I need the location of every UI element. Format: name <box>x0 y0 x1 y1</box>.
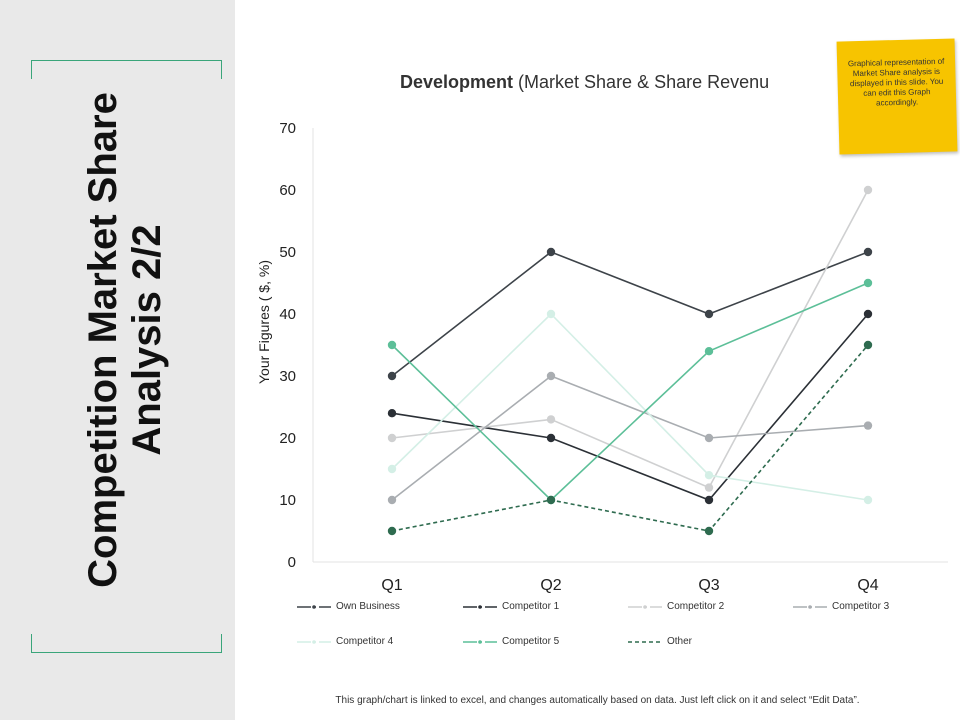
y-tick-label: 40 <box>279 306 296 323</box>
legend-swatch <box>463 639 497 644</box>
chart-title: Development (Market Share & Share Revenu <box>400 72 769 93</box>
series-point[interactable] <box>387 495 397 505</box>
sticky-note: Graphical representation of Market Share… <box>836 38 958 155</box>
series-point[interactable] <box>863 247 873 257</box>
series-point[interactable] <box>704 483 714 492</box>
series-point[interactable] <box>704 526 714 536</box>
series-point[interactable] <box>546 309 556 319</box>
series-line[interactable] <box>391 344 869 532</box>
legend-swatch <box>628 640 662 643</box>
series-point[interactable] <box>546 495 556 505</box>
footer-note: This graph/chart is linked to excel, and… <box>335 695 860 706</box>
series-point[interactable] <box>387 464 397 474</box>
series-point[interactable] <box>387 340 397 350</box>
legend-label: Competitor 3 <box>832 601 890 612</box>
series-line[interactable] <box>391 312 869 501</box>
y-tick-label: 70 <box>279 120 296 137</box>
bracket-bottom <box>31 634 222 653</box>
legend-label: Other <box>667 636 693 647</box>
legend-item[interactable]: Competitor 3 <box>792 601 889 612</box>
y-tick-label: 0 <box>288 554 296 571</box>
legend-swatch <box>463 604 497 609</box>
series-line[interactable] <box>391 189 869 489</box>
series-point[interactable] <box>546 415 556 424</box>
y-tick-label: 10 <box>279 492 296 509</box>
series-point[interactable] <box>704 495 714 505</box>
title-sidebar: Competition Market Share Analysis 2/2 <box>0 0 235 720</box>
legend-swatch <box>297 639 331 644</box>
series-line[interactable] <box>391 251 869 377</box>
legend-item[interactable]: Other <box>627 636 692 647</box>
legend-label: Own Business <box>336 601 400 612</box>
legend-item[interactable]: Competitor 5 <box>462 636 559 647</box>
series-point[interactable] <box>863 340 873 350</box>
series-line[interactable] <box>391 375 869 501</box>
series-point[interactable] <box>387 371 397 381</box>
series-point[interactable] <box>387 433 397 443</box>
legend-swatch <box>793 604 827 609</box>
bracket-top <box>31 60 222 79</box>
y-tick-label: 60 <box>279 182 296 199</box>
series-point[interactable] <box>863 309 873 319</box>
legend-label: Competitor 2 <box>667 601 725 612</box>
legend-label: Competitor 4 <box>336 636 394 647</box>
series-point[interactable] <box>863 421 873 430</box>
legend-swatch <box>297 604 331 609</box>
series-point[interactable] <box>863 278 873 288</box>
series-line[interactable] <box>391 282 869 502</box>
legend-swatch <box>628 604 662 609</box>
series-point[interactable] <box>387 409 397 418</box>
legend-item[interactable]: Competitor 1 <box>462 601 559 612</box>
x-tick-label: Q4 <box>857 577 878 594</box>
y-tick-label: 30 <box>279 368 296 385</box>
series-point[interactable] <box>546 371 556 381</box>
y-tick-label: 50 <box>279 244 296 261</box>
series-point[interactable] <box>387 526 397 536</box>
legend-label: Competitor 5 <box>502 636 560 647</box>
legend-item[interactable]: Competitor 4 <box>296 636 393 647</box>
series-point[interactable] <box>863 185 873 195</box>
series-point[interactable] <box>704 471 714 480</box>
series-point[interactable] <box>863 495 873 505</box>
series-point[interactable] <box>704 347 714 356</box>
x-tick-label: Q2 <box>540 577 561 594</box>
x-tick-label: Q3 <box>698 577 719 594</box>
series-point[interactable] <box>546 247 556 257</box>
legend-label: Competitor 1 <box>502 601 560 612</box>
series-line[interactable] <box>391 313 869 501</box>
legend-item[interactable]: Own Business <box>296 601 400 612</box>
y-tick-label: 20 <box>279 430 296 447</box>
chart-title-bold: Development <box>400 72 514 92</box>
legend-item[interactable]: Competitor 2 <box>627 601 724 612</box>
x-tick-label: Q1 <box>381 577 402 594</box>
series-point[interactable] <box>704 433 714 443</box>
chart-title-rest: (Market Share & Share Revenu <box>513 72 770 92</box>
series-point[interactable] <box>546 433 556 443</box>
series-point[interactable] <box>704 309 714 319</box>
